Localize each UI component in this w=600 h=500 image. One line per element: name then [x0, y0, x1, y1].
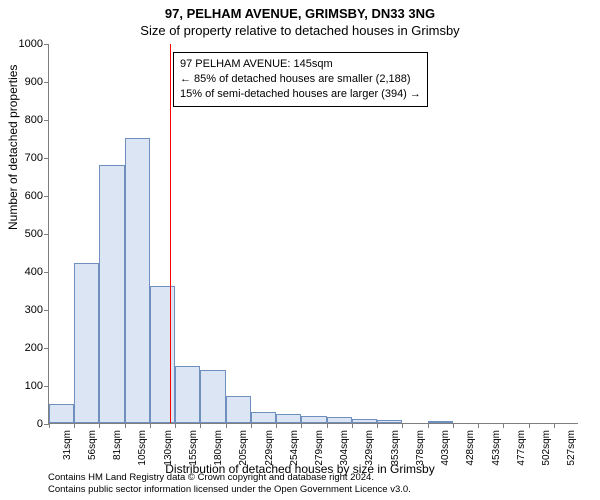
- x-tick-mark: [276, 423, 277, 428]
- y-tick-label: 1000: [7, 38, 43, 50]
- x-tick-mark: [251, 423, 252, 428]
- y-tick-mark: [44, 158, 49, 159]
- address-title: 97, PELHAM AVENUE, GRIMSBY, DN33 3NG: [0, 0, 600, 21]
- histogram-bar: [301, 416, 326, 423]
- x-tick-mark: [503, 423, 504, 428]
- histogram-bar: [226, 396, 251, 423]
- histogram-chart: 01002003004005006007008009001000 31sqm56…: [48, 44, 578, 424]
- x-tick-mark: [125, 423, 126, 428]
- y-tick-mark: [44, 234, 49, 235]
- y-tick-mark: [44, 196, 49, 197]
- x-tick-mark: [554, 423, 555, 428]
- x-tick-mark: [352, 423, 353, 428]
- y-tick-label: 800: [7, 114, 43, 126]
- credits: Contains HM Land Registry data © Crown c…: [48, 472, 411, 496]
- y-axis-label: Number of detached properties: [6, 65, 20, 230]
- y-tick-label: 600: [7, 190, 43, 202]
- x-tick-mark: [49, 423, 50, 428]
- y-tick-mark: [44, 348, 49, 349]
- x-tick-mark: [377, 423, 378, 428]
- histogram-bar: [175, 366, 200, 423]
- annotation-line: 15% of semi-detached houses are larger (…: [180, 87, 421, 102]
- y-tick-label: 300: [7, 304, 43, 316]
- histogram-bar: [99, 165, 124, 423]
- credits-line: Contains public sector information licen…: [48, 484, 411, 496]
- y-tick-label: 500: [7, 228, 43, 240]
- histogram-bar: [428, 421, 453, 423]
- y-tick-label: 100: [7, 380, 43, 392]
- histogram-bar: [377, 420, 402, 423]
- reference-line: [170, 44, 171, 423]
- y-tick-mark: [44, 120, 49, 121]
- credits-line: Contains HM Land Registry data © Crown c…: [48, 472, 411, 484]
- subtitle: Size of property relative to detached ho…: [0, 21, 600, 40]
- histogram-bar: [327, 417, 352, 423]
- x-tick-mark: [327, 423, 328, 428]
- histogram-bar: [251, 412, 276, 423]
- x-tick-mark: [200, 423, 201, 428]
- y-tick-label: 400: [7, 266, 43, 278]
- y-tick-mark: [44, 82, 49, 83]
- x-tick-mark: [529, 423, 530, 428]
- histogram-bar: [125, 138, 150, 423]
- x-tick-mark: [150, 423, 151, 428]
- x-tick-mark: [402, 423, 403, 428]
- x-tick-mark: [74, 423, 75, 428]
- x-tick-mark: [478, 423, 479, 428]
- x-tick-mark: [301, 423, 302, 428]
- histogram-bar: [276, 414, 301, 424]
- x-tick-mark: [226, 423, 227, 428]
- y-tick-mark: [44, 272, 49, 273]
- x-tick-mark: [428, 423, 429, 428]
- histogram-bar: [352, 419, 377, 423]
- histogram-bar: [74, 263, 99, 423]
- y-tick-label: 200: [7, 342, 43, 354]
- x-tick-mark: [453, 423, 454, 428]
- histogram-bar: [49, 404, 74, 423]
- annotation-box: 97 PELHAM AVENUE: 145sqm← 85% of detache…: [173, 52, 428, 107]
- y-tick-mark: [44, 44, 49, 45]
- x-tick-mark: [99, 423, 100, 428]
- y-tick-label: 0: [7, 418, 43, 430]
- histogram-bar: [200, 370, 225, 423]
- y-tick-label: 900: [7, 76, 43, 88]
- plot-area: 01002003004005006007008009001000 31sqm56…: [48, 44, 578, 424]
- annotation-line: ← 85% of detached houses are smaller (2,…: [180, 72, 421, 87]
- y-tick-mark: [44, 310, 49, 311]
- y-tick-label: 700: [7, 152, 43, 164]
- y-tick-mark: [44, 386, 49, 387]
- annotation-line: 97 PELHAM AVENUE: 145sqm: [180, 57, 421, 72]
- x-tick-mark: [175, 423, 176, 428]
- histogram-bar: [150, 286, 175, 423]
